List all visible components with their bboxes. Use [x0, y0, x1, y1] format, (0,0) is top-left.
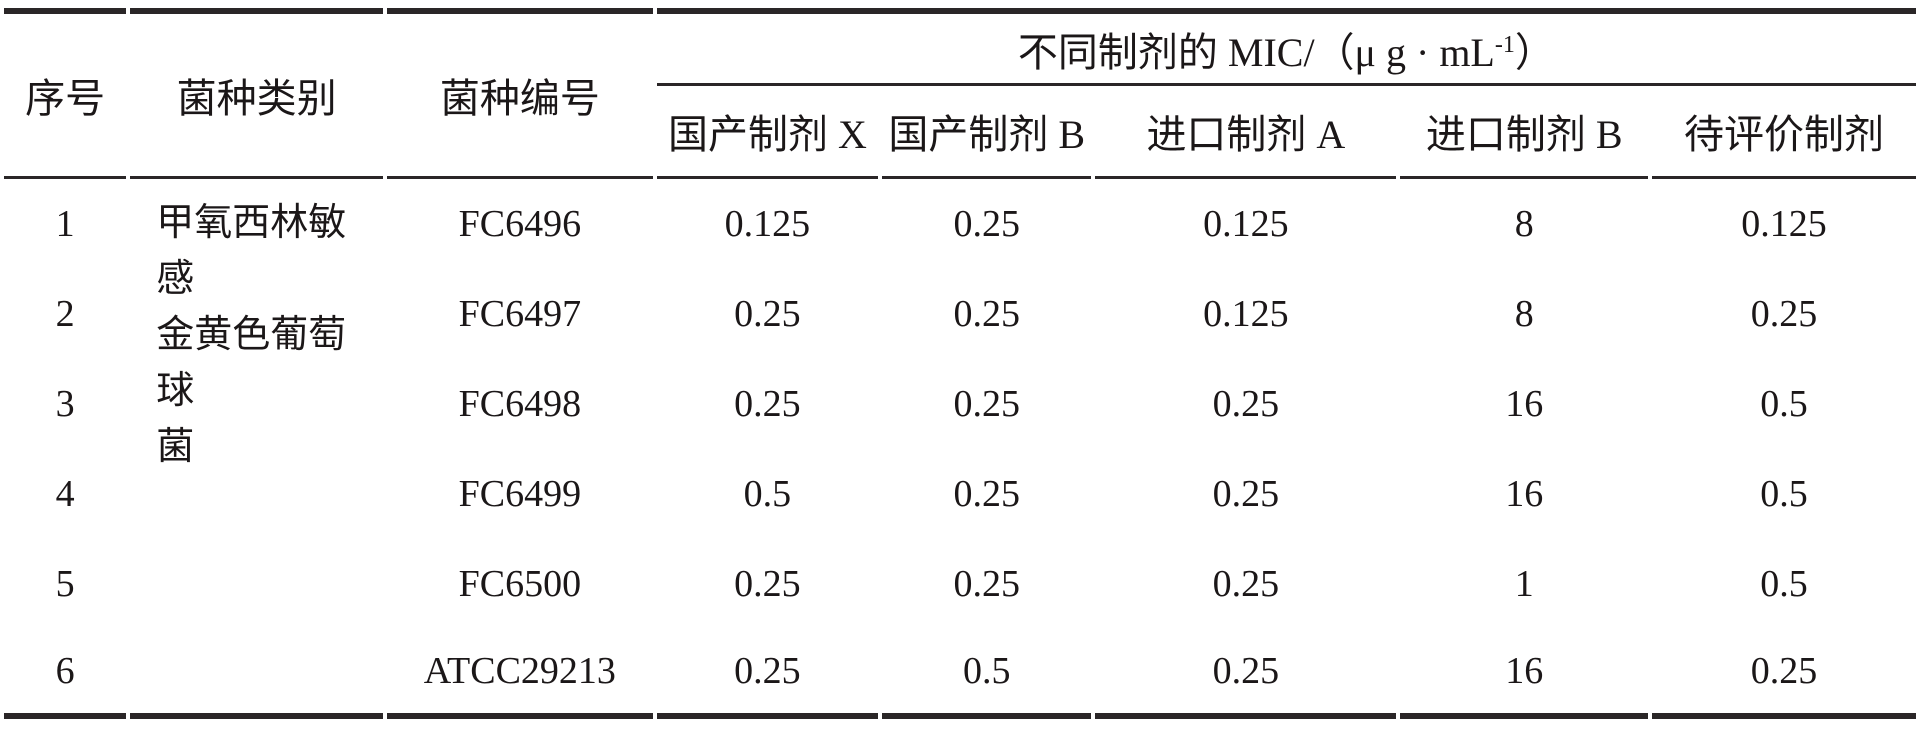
mic-value-cell: 0.25	[953, 473, 1020, 515]
table-row: 5 FC6500 0.25 0.25 0.25 1 0.5	[4, 539, 1916, 629]
strain-category-cell: 甲氧西林敏感 金黄色葡萄球 菌	[130, 179, 383, 719]
strain-id-cell: FC6496	[458, 203, 582, 245]
header-row-group: 序号 菌种类别 菌种编号 不同制剂的 MIC/（μ g · mL-1）	[4, 8, 1916, 179]
table-row: 4 FC6499 0.5 0.25 0.25 16 0.5	[4, 449, 1916, 539]
mic-value-cell: 0.25	[953, 203, 1020, 245]
mic-value-cell: 0.125	[1203, 203, 1289, 245]
mic-value-cell: 0.25	[953, 563, 1020, 605]
mic-value-cell: 8	[1514, 293, 1534, 335]
mic-value-cell: 0.25	[734, 563, 801, 605]
mic-value-cell: 0.125	[1741, 203, 1827, 245]
mic-value-cell: 8	[1514, 203, 1534, 245]
table-row: 1 甲氧西林敏感 金黄色葡萄球 菌 FC6496 0.125 0.25 0.12…	[4, 179, 1916, 719]
row-index-cell: 5	[55, 563, 75, 605]
row-index-cell: 2	[55, 293, 75, 335]
mic-value-cell: 0.25	[1212, 383, 1280, 425]
mic-value-cell: 0.25	[953, 383, 1020, 425]
mic-value-cell: 1	[1514, 563, 1534, 605]
column-header-mic-group: 不同制剂的 MIC/（μ g · mL-1）	[656, 8, 1916, 86]
mic-value-cell: 16	[1505, 383, 1544, 425]
column-header-imported-a: 进口制剂 A	[1095, 86, 1397, 179]
strain-id-cell: FC6498	[458, 383, 582, 425]
mic-value-cell: 0.5	[1760, 563, 1808, 605]
column-header-domestic-b: 国产制剂 B	[882, 86, 1092, 179]
mic-value-cell: 0.25	[1750, 293, 1818, 335]
strain-id-cell: ATCC29213	[386, 629, 653, 719]
strain-id-cell: FC6500	[458, 563, 582, 605]
mic-value-cell: 0.25	[1212, 563, 1280, 605]
table-row: 2 FC6497 0.25 0.25 0.125 8 0.25	[4, 269, 1916, 359]
column-header-index: 序号	[4, 8, 127, 179]
row-index-cell: 6	[4, 629, 127, 719]
mic-value-cell: 0.25	[734, 383, 801, 425]
mic-value-cell: 0.5	[1760, 473, 1808, 515]
row-index-cell: 4	[55, 473, 75, 515]
header-row-sub: 国产制剂 X 国产制剂 B 进口制剂 A 进口制剂 B 待评价制剂	[4, 86, 1916, 179]
column-header-domestic-x: 国产制剂 X	[656, 86, 879, 179]
mic-value-cell: 0.25	[1095, 629, 1397, 719]
mic-unit-superscript: -1	[1494, 31, 1515, 58]
mic-value-cell: 0.25	[734, 293, 801, 335]
column-header-imported-b: 进口制剂 B	[1400, 86, 1649, 179]
strain-id-cell: FC6499	[458, 473, 582, 515]
category-line-3: 菌	[156, 426, 195, 468]
column-header-strain-id: 菌种编号	[386, 8, 653, 179]
mic-results-table: 序号 菌种类别 菌种编号 不同制剂的 MIC/（μ g · mL-1） 国产制剂…	[0, 8, 1920, 719]
mic-value-cell: 0.25	[656, 629, 879, 719]
mic-value-cell: 0.25	[1652, 629, 1916, 719]
mic-value-cell: 16	[1505, 473, 1544, 515]
mic-value-cell: 0.25	[1212, 473, 1280, 515]
mic-value-cell: 0.25	[953, 293, 1020, 335]
category-line-2: 金黄色葡萄球	[156, 314, 347, 412]
row-index-cell: 3	[55, 383, 75, 425]
column-header-category: 菌种类别	[130, 8, 383, 179]
row-index-cell: 1	[55, 203, 75, 245]
table-row: 6 ATCC29213 0.25 0.5 0.25 16 0.25	[4, 629, 1916, 719]
mic-value-cell: 16	[1400, 629, 1649, 719]
category-line-1: 甲氧西林敏感	[156, 202, 347, 300]
mic-value-cell: 0.5	[1760, 383, 1808, 425]
mic-value-cell: 0.5	[882, 629, 1092, 719]
table-row: 3 FC6498 0.25 0.25 0.25 16 0.5	[4, 359, 1916, 449]
mic-value-cell: 0.125	[1203, 293, 1289, 335]
mic-group-label: 不同制剂的 MIC/（μ g · mL	[1017, 29, 1495, 75]
paper-table-page: 序号 菌种类别 菌种编号 不同制剂的 MIC/（μ g · mL-1） 国产制剂…	[0, 8, 1920, 744]
mic-value-cell: 0.125	[724, 203, 811, 245]
mic-value-cell: 0.5	[743, 473, 792, 515]
mic-group-label-close: ）	[1514, 29, 1555, 75]
strain-id-cell: FC6497	[458, 293, 582, 335]
column-header-evaluated: 待评价制剂	[1652, 86, 1916, 179]
